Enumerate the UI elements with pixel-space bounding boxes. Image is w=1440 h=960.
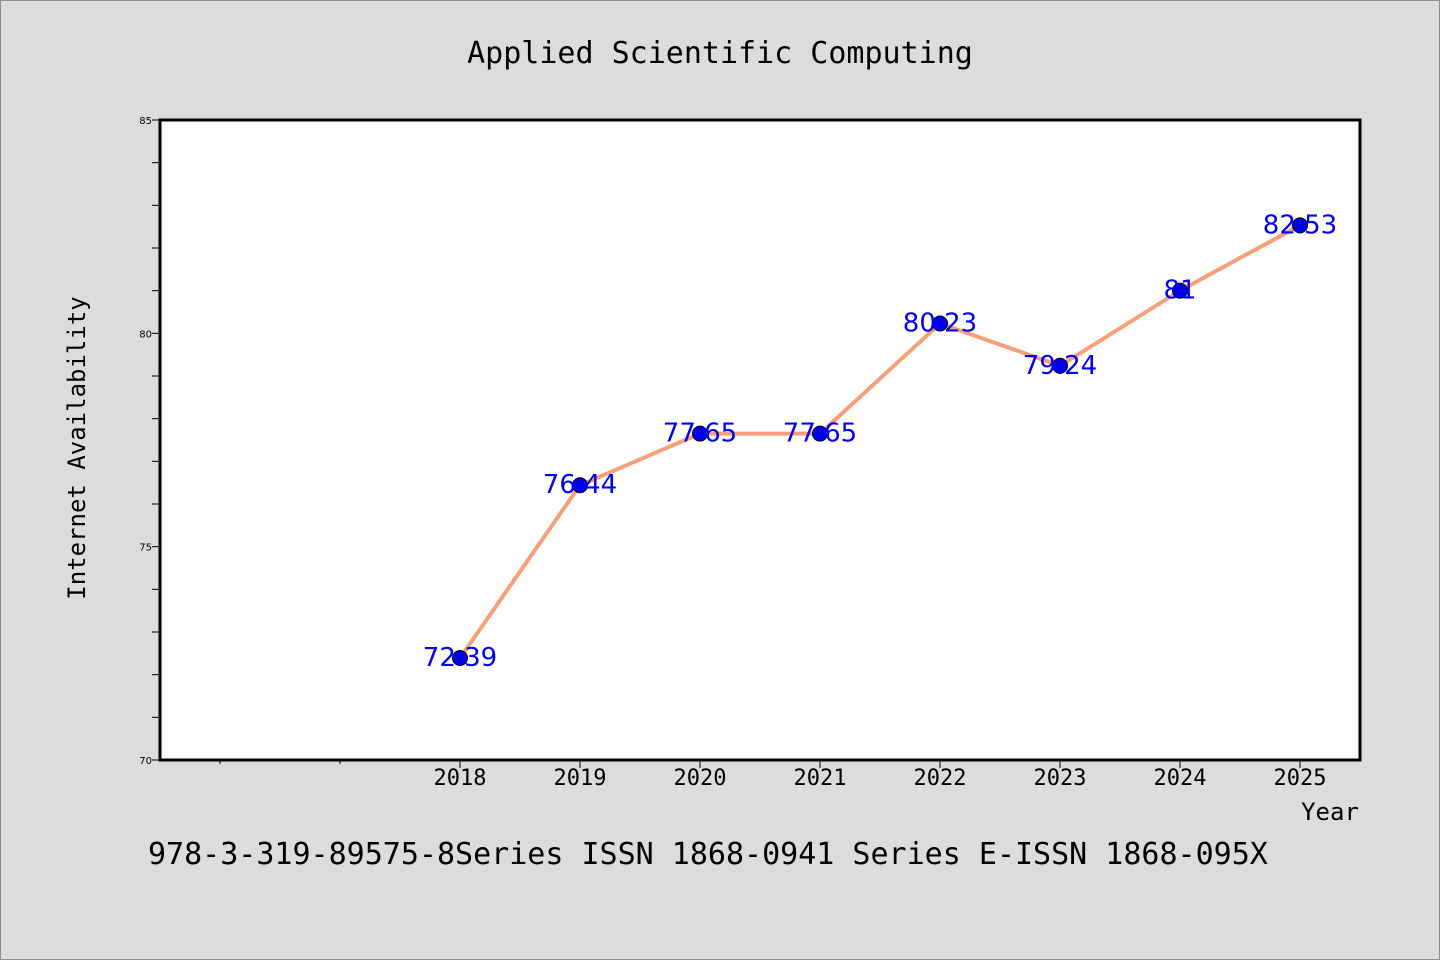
data-point — [1172, 282, 1188, 299]
data-point — [1052, 357, 1068, 374]
y-tick-label: 80 — [139, 329, 152, 340]
y-tick-label: 85 — [139, 116, 152, 127]
x-tick-label: 2020 — [674, 766, 727, 791]
x-tick-label: 2023 — [1034, 766, 1087, 791]
data-point — [452, 650, 468, 667]
plot-area — [158, 118, 1362, 762]
data-point — [572, 477, 588, 494]
chart-title: Applied Scientific Computing — [467, 36, 973, 71]
data-label: 82.53 — [1263, 210, 1337, 240]
y-tick-label: 75 — [139, 543, 152, 554]
data-point — [932, 315, 948, 332]
data-labels: 72.39 76.44 77.65 77.65 80.23 79.24 81 82.53 — [423, 210, 1337, 673]
data-point — [812, 425, 828, 442]
series-line — [458, 223, 1301, 660]
x-tick-label: 2018 — [434, 766, 487, 791]
x-tick-label: 2022 — [914, 766, 967, 791]
x-axis: 2018 2019 2020 2021 2022 2023 2024 2025 — [219, 760, 1327, 791]
data-label: 80.23 — [903, 309, 977, 339]
series-markers — [452, 217, 1308, 667]
data-label: 76.44 — [543, 470, 617, 500]
data-label: 77.65 — [783, 419, 857, 449]
x-tick-label: 2021 — [794, 766, 847, 791]
data-label: 79.24 — [1023, 351, 1097, 381]
data-label: 72.39 — [423, 643, 497, 673]
data-label: 81 — [1163, 276, 1196, 306]
data-point — [692, 425, 708, 442]
x-tick-label: 2024 — [1154, 766, 1207, 791]
x-tick-label: 2025 — [1274, 766, 1327, 791]
footer-text: 978-3-319-89575-8Series ISSN 1868-0941 S… — [148, 837, 1268, 872]
data-point — [1292, 217, 1308, 234]
y-axis-label: Internet Availability — [63, 296, 91, 599]
x-tick-label: 2019 — [554, 766, 607, 791]
data-label: 77.65 — [663, 419, 737, 449]
x-axis-label: Year — [1301, 798, 1359, 826]
y-axis: 70 75 80 85 — [139, 116, 160, 767]
y-tick-label: 70 — [139, 756, 152, 767]
